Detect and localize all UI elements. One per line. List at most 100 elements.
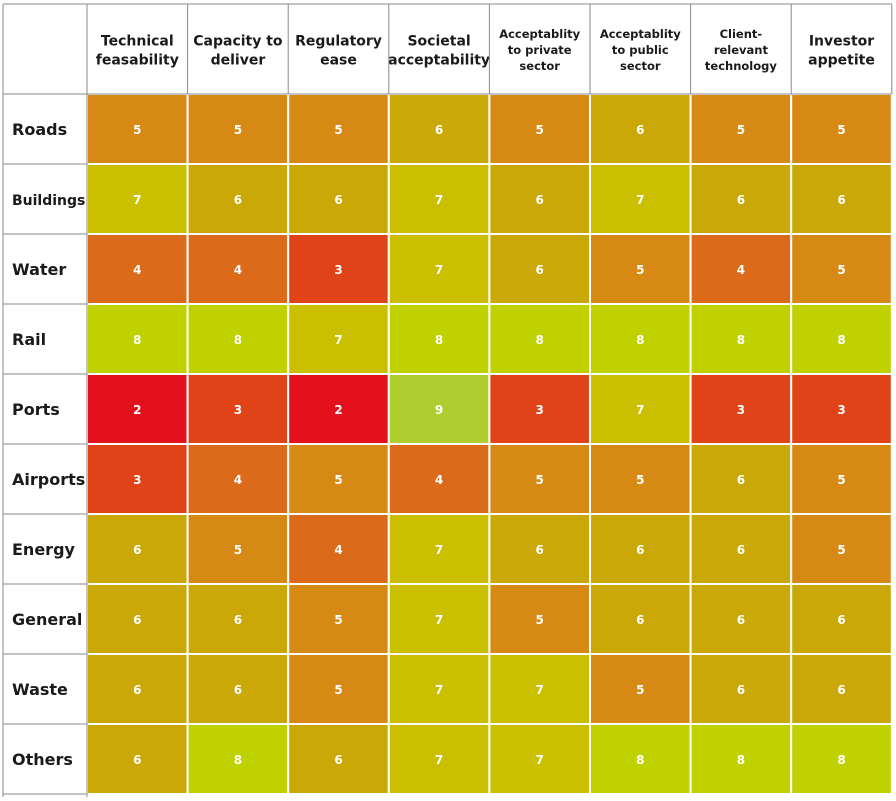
cell-value-label: 3	[737, 403, 745, 417]
cell-value-label: 3	[334, 263, 342, 277]
cell-value-label: 5	[837, 263, 845, 277]
column-header: Technical feasability	[96, 33, 179, 68]
cell-value-label: 6	[234, 683, 242, 697]
cell-value-label: 7	[435, 683, 443, 697]
cell-value-label: 6	[133, 543, 141, 557]
row-header: Ports	[12, 400, 60, 419]
cell-value-label: 5	[636, 473, 644, 487]
heatmap-cell	[186, 653, 290, 725]
heatmap-cell	[689, 723, 793, 795]
heatmap-cell	[86, 513, 189, 585]
row-header: Roads	[12, 120, 67, 139]
cell-value-label: 7	[133, 193, 141, 207]
heatmap-cell	[387, 303, 491, 375]
cell-value-label: 6	[234, 613, 242, 627]
cell-value-label: 5	[334, 613, 342, 627]
cell-value-label: 7	[435, 263, 443, 277]
cell-value-label: 3	[133, 473, 141, 487]
heatmap-cell	[689, 443, 793, 515]
heatmap-cell	[186, 513, 290, 585]
heatmap-cell	[589, 443, 692, 515]
cell-value-label: 6	[536, 263, 544, 277]
heatmap-cell	[387, 373, 491, 445]
heatmap-cell	[689, 233, 793, 305]
heatmap-cell	[287, 233, 390, 305]
row-header: Others	[12, 750, 73, 769]
cell-value-label: 5	[133, 123, 141, 137]
cell-value-label: 5	[536, 123, 544, 137]
heatmap-cell	[488, 583, 591, 655]
heatmap-cell	[790, 443, 893, 515]
cell-value-label: 6	[636, 123, 644, 137]
cell-value-label: 7	[636, 193, 644, 207]
column-header: Acceptablity to private sector	[499, 27, 580, 73]
row-header: Rail	[12, 330, 46, 349]
cell-value-label: 4	[737, 263, 745, 277]
cell-value-label: 7	[334, 333, 342, 347]
cell-value-label: 5	[737, 123, 745, 137]
cell-value-label: 5	[837, 543, 845, 557]
cell-value-label: 4	[133, 263, 141, 277]
cell-value-label: 6	[636, 613, 644, 627]
cell-value-label: 6	[636, 543, 644, 557]
cell-value-label: 5	[837, 123, 845, 137]
heatmap-cell	[790, 163, 893, 235]
heatmap-cell	[186, 723, 290, 795]
cell-value-label: 8	[536, 333, 544, 347]
heatmap-cell	[488, 233, 591, 305]
cell-value-label: 6	[334, 193, 342, 207]
column-header: Regulatory ease	[295, 33, 382, 68]
cell-value-label: 8	[636, 753, 644, 767]
heatmap-cell	[790, 233, 893, 305]
cell-value-label: 8	[737, 753, 745, 767]
cell-value-label: 5	[636, 263, 644, 277]
heatmap-cell	[86, 723, 189, 795]
column-header: Acceptablity to public sector	[600, 27, 681, 73]
cell-value-label: 2	[133, 403, 141, 417]
cell-value-label: 4	[234, 263, 242, 277]
cell-value-label: 5	[536, 613, 544, 627]
cell-value-label: 3	[234, 403, 242, 417]
heatmap-cell	[387, 723, 491, 795]
heatmap-cell	[589, 163, 692, 235]
heatmap-cell	[186, 93, 290, 165]
heatmap-cell	[387, 163, 491, 235]
cell-value-label: 4	[435, 473, 443, 487]
cell-value-label: 6	[133, 683, 141, 697]
heatmap-cell	[589, 93, 692, 165]
heatmap-cell	[186, 443, 290, 515]
cell-value-label: 7	[435, 753, 443, 767]
heatmap-cell	[689, 303, 793, 375]
cell-value-label: 6	[837, 193, 845, 207]
heatmap-cell	[790, 583, 893, 655]
heatmap-cell	[287, 513, 390, 585]
cell-value-label: 3	[837, 403, 845, 417]
cell-value-label: 3	[536, 403, 544, 417]
cell-value-label: 6	[737, 543, 745, 557]
cell-value-label: 5	[234, 123, 242, 137]
row-header: Airports	[12, 470, 85, 489]
heatmap-cell	[488, 443, 591, 515]
heatmap-cell	[589, 653, 692, 725]
row-header: Energy	[12, 540, 76, 559]
cell-value-label: 7	[435, 193, 443, 207]
heatmap-cell	[287, 723, 390, 795]
cell-value-label: 5	[837, 473, 845, 487]
cell-value-label: 5	[234, 543, 242, 557]
cell-value-label: 8	[133, 333, 141, 347]
heatmap-cell	[186, 233, 290, 305]
cell-value-label: 8	[636, 333, 644, 347]
cell-value-label: 6	[536, 543, 544, 557]
cell-value-label: 8	[234, 753, 242, 767]
cell-value-label: 5	[334, 123, 342, 137]
cell-value-label: 6	[334, 753, 342, 767]
cell-value-label: 8	[737, 333, 745, 347]
heatmap-cell	[790, 373, 893, 445]
cell-value-label: 6	[133, 753, 141, 767]
heatmap-cell	[488, 303, 591, 375]
cell-value-label: 6	[435, 123, 443, 137]
cell-value-label: 5	[334, 683, 342, 697]
heatmap-cell	[790, 723, 893, 795]
cell-value-label: 7	[636, 403, 644, 417]
